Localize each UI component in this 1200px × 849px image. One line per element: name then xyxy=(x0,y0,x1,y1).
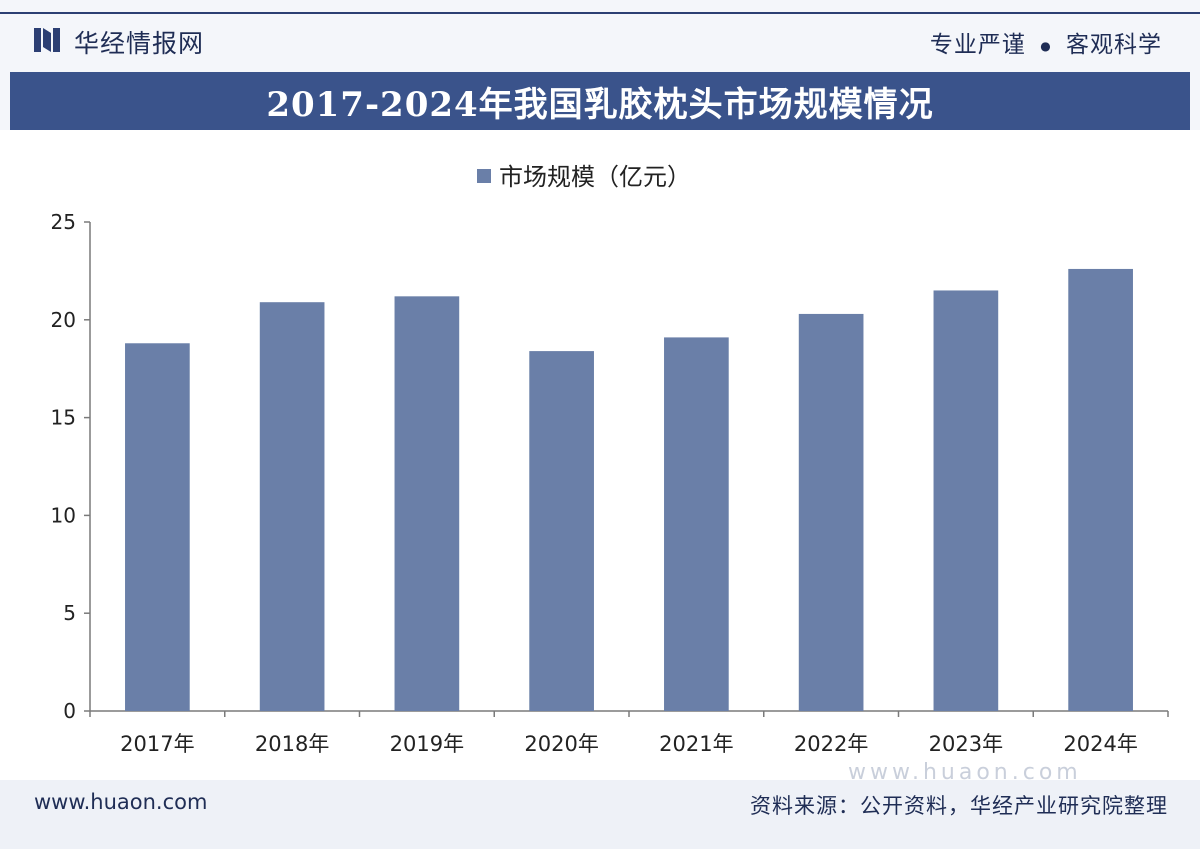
bar-2018年 xyxy=(259,302,325,711)
x-tick-label: 2020年 xyxy=(524,732,598,756)
y-tick-label: 0 xyxy=(63,699,76,723)
legend-swatch xyxy=(477,169,491,183)
header: 华经情报网 专业严谨 ● 客观科学 xyxy=(0,14,1200,70)
bar-2020年 xyxy=(529,351,594,711)
bar-2019年 xyxy=(394,296,460,711)
huajing-logo-icon xyxy=(34,28,60,52)
y-tick-label: 15 xyxy=(51,406,76,430)
bar-chart: 市场规模（亿元） 0 5 10 15 20 25 2017年 2018年 2019年 2020年… xyxy=(51,163,1169,756)
legend-label: 市场规模（亿元） xyxy=(499,163,691,191)
data-source-note: 资料来源：公开资料，华经产业研究院整理 xyxy=(750,794,1168,818)
brand-name: 华经情报网 xyxy=(74,29,205,58)
x-axis xyxy=(89,710,1169,717)
footer: www.huaon.com 资料来源：公开资料，华经产业研究院整理 xyxy=(0,780,1200,849)
bar-2024年 xyxy=(1068,268,1133,711)
bar-2021年 xyxy=(664,337,729,711)
slogan-left: 专业严谨 xyxy=(929,32,1026,58)
x-tick-label: 2023年 xyxy=(929,732,1003,756)
y-tick-label: 10 xyxy=(51,503,76,527)
x-tick-label: 2024年 xyxy=(1063,732,1137,756)
bar-2022年 xyxy=(798,313,864,711)
y-tick-label: 5 xyxy=(63,601,76,625)
footer-site-link[interactable]: www.huaon.com xyxy=(34,790,208,814)
bars xyxy=(125,268,1133,711)
x-tick-label: 2022年 xyxy=(794,732,868,756)
slogan-dot: ● xyxy=(1040,38,1052,53)
chart-area xyxy=(0,130,1200,780)
y-axis: 0 5 10 15 20 25 xyxy=(51,210,91,723)
x-tick-label: 2019年 xyxy=(390,732,464,756)
legend: 市场规模（亿元） xyxy=(477,163,691,191)
top-divider xyxy=(0,12,1200,14)
x-tick-labels: 2017年 2018年 2019年 2020年 2021年 2022年 2023年 2024年 xyxy=(120,732,1138,756)
y-tick-label: 20 xyxy=(51,308,76,332)
bar-2023年 xyxy=(933,290,999,711)
y-tick-label: 25 xyxy=(51,210,76,234)
slogan-right: 客观科学 xyxy=(1066,32,1162,58)
slogan: 专业严谨 ● 客观科学 xyxy=(930,25,1162,59)
x-tick-label: 2017年 xyxy=(120,732,194,756)
x-tick-label: 2021年 xyxy=(659,732,733,756)
x-tick-label: 2018年 xyxy=(255,732,329,756)
chart-title: 2017-2024年我国乳胶枕头市场规模情况 xyxy=(266,84,934,125)
bar-2017年 xyxy=(125,343,190,711)
title-bar: 2017-2024年我国乳胶枕头市场规模情况 xyxy=(10,72,1190,130)
